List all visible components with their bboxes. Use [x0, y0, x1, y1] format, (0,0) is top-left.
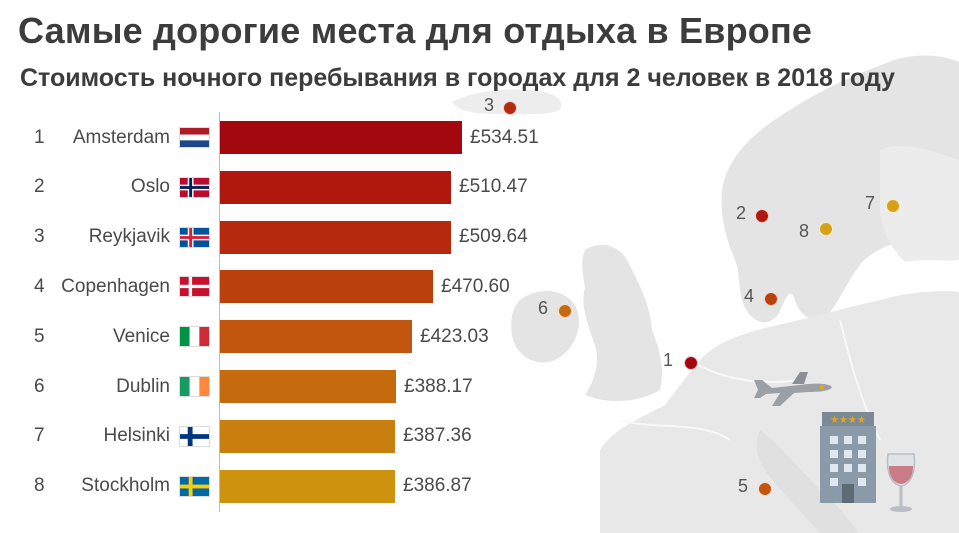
map-pin-label: 7	[865, 193, 876, 213]
bar-value-label: £388.17	[404, 375, 473, 397]
bar	[220, 170, 451, 204]
bar-rank-label: 5	[34, 325, 45, 347]
bar-category-label: Oslo	[130, 176, 170, 198]
flag-denmark-icon	[179, 276, 210, 298]
bar-category-label: Amsterdam	[72, 126, 170, 148]
bar-rank-label: 6	[34, 375, 45, 397]
map-pin-label: 4	[744, 286, 755, 306]
map-pin-label: 5	[738, 476, 749, 496]
chart-title: Самые дорогие места для отдыха в Европе	[18, 10, 813, 51]
flag-italy-icon	[179, 326, 210, 348]
bar	[220, 270, 433, 304]
bar-rank-label: 1	[34, 126, 45, 148]
flag-sweden-icon	[179, 475, 210, 497]
bar-value-label: £510.47	[459, 176, 528, 198]
map-pin-7	[886, 199, 900, 213]
bar-category-label: Dublin	[116, 375, 170, 397]
map-scandinavia	[721, 55, 959, 323]
bar	[220, 370, 396, 403]
map-pin-8	[819, 222, 833, 236]
flag-iceland-icon	[179, 226, 210, 248]
bar-category-label: Helsinki	[103, 425, 170, 447]
bar-category-label: Copenhagen	[61, 275, 170, 297]
hotel-stars: ★★★★	[830, 415, 866, 426]
chart-subtitle: Стоимость ночного перебывания в городах …	[20, 64, 895, 92]
bar	[220, 220, 451, 254]
map-pin-label: 6	[538, 298, 549, 318]
map-pin-5	[758, 482, 772, 496]
bar-axis-line	[219, 112, 220, 512]
map-pin-label: 3	[484, 95, 495, 115]
map-pin-6	[558, 304, 572, 318]
bar-value-label: £470.60	[441, 275, 510, 297]
bar-rank-label: 7	[34, 425, 45, 447]
bar-value-label: £386.87	[403, 475, 472, 497]
bar-rank-label: 2	[34, 176, 45, 198]
map-pin-label: 2	[736, 203, 747, 223]
map-pin-label: 8	[799, 221, 810, 241]
map-pin-label: 1	[663, 350, 674, 370]
bar	[220, 320, 412, 354]
map-finland	[880, 145, 959, 262]
bar-value-label: £387.36	[403, 425, 472, 447]
hotel-icon: ★★★★	[820, 412, 876, 503]
bar-rank-label: 8	[34, 475, 45, 497]
map-pin-2	[755, 209, 769, 223]
bar	[220, 121, 462, 154]
map-pin-3	[503, 101, 517, 115]
bar-category-label: Venice	[112, 325, 170, 347]
flag-ireland-icon	[179, 376, 210, 397]
flag-netherlands-icon	[179, 127, 210, 148]
map-pin-4	[764, 292, 778, 306]
map-britain	[582, 244, 663, 402]
bar-rank-label: 3	[34, 226, 45, 248]
bar-category-label: Stockholm	[81, 475, 170, 497]
bar-value-label: £509.64	[459, 226, 528, 248]
flag-finland-icon	[179, 425, 210, 447]
airplane-icon	[754, 372, 832, 406]
bar-value-label: £534.51	[470, 126, 539, 148]
bar	[220, 419, 395, 453]
bar-category-label: Reykjavik	[88, 226, 170, 248]
map-italy	[756, 430, 858, 533]
map-pin-1	[684, 356, 698, 370]
flag-norway-icon	[179, 176, 210, 198]
wine-glass-icon	[886, 453, 916, 512]
bar	[220, 469, 395, 503]
bar-rank-label: 4	[34, 275, 45, 297]
bar-value-label: £423.03	[420, 325, 489, 347]
